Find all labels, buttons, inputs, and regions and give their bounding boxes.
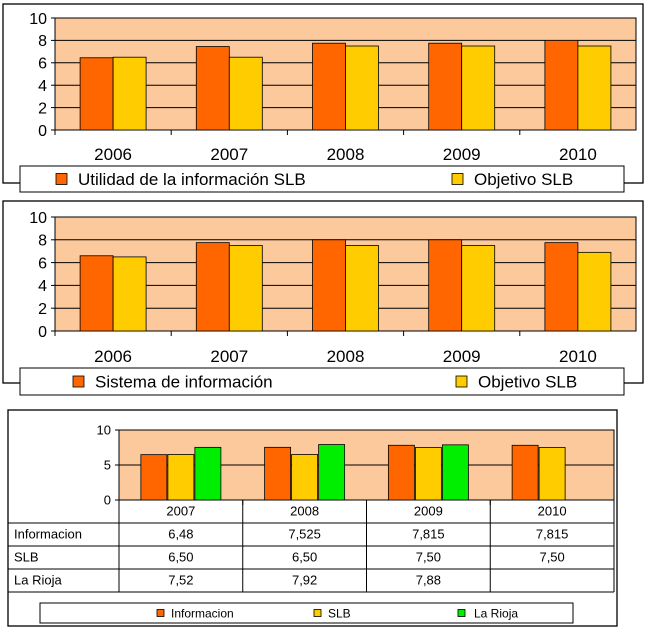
bar-objetivo-slb — [112, 256, 147, 332]
bar-sistema-de-informaci-n — [544, 242, 579, 332]
legend-label: Objetivo SLB — [474, 170, 573, 189]
legend-label: Sistema de información — [95, 373, 273, 392]
bar-objetivo-slb — [228, 56, 263, 131]
y-tick-label: 4 — [38, 78, 47, 95]
legend-label: La Rioja — [474, 606, 518, 620]
bar-objetivo-slb — [112, 56, 147, 131]
legend-swatch — [457, 609, 466, 617]
table-value-cell: 7,88 — [416, 573, 441, 588]
table-header-cell: 2008 — [290, 504, 319, 519]
y-tick-label: 8 — [38, 33, 47, 50]
table-value-cell: 6,50 — [168, 550, 193, 565]
legend-label: Informacion — [171, 606, 234, 620]
bar-slb — [167, 454, 195, 501]
table-value-cell: 7,525 — [288, 527, 321, 542]
bar-utilidad-de-la-informaci-n-slb — [544, 40, 579, 131]
legend-label: SLB — [328, 606, 351, 620]
bar-utilidad-de-la-informaci-n-slb — [79, 57, 114, 131]
table-value-cell: 7,52 — [168, 573, 193, 588]
bar-objetivo-slb — [461, 45, 496, 131]
bar-objetivo-slb — [228, 245, 263, 332]
bar-objetivo-slb — [345, 45, 379, 131]
table-row-label: La Rioja — [14, 573, 62, 588]
table-row-label: SLB — [14, 550, 39, 565]
y-tick-label: 8 — [38, 233, 47, 250]
bar-la-rioja — [194, 446, 222, 501]
y-tick-label: 6 — [38, 56, 47, 73]
y-tick-label: 0 — [38, 324, 47, 341]
bar-slb — [291, 454, 319, 501]
y-tick-label: 6 — [38, 255, 47, 272]
legend-swatch — [313, 609, 322, 617]
bar-sistema-de-informaci-n — [79, 255, 114, 332]
bar-slb — [538, 447, 566, 501]
table-header-cell: 2007 — [166, 504, 195, 519]
x-tick-label: 2006 — [94, 145, 132, 164]
bar-objetivo-slb — [577, 45, 612, 131]
chart-1: 0 2 4 6 8 10 2006 2007 2008 2009 2010 Utilidad de l… — [2, 3, 644, 193]
y-tick-label: 2 — [38, 100, 47, 117]
table-value-cell: 6,48 — [168, 527, 193, 542]
chart-3: 0 5 10 2007 2008 2009 2010 Informacion 6,48 7,525… — [7, 409, 618, 627]
legend-swatch — [55, 173, 68, 185]
chart-2: 0 2 4 6 8 10 2006 2007 2008 2009 2010 Sistema de in… — [2, 200, 644, 396]
bar-objetivo-slb — [461, 245, 496, 332]
table-value-cell: 7,815 — [536, 527, 569, 542]
x-tick-label: 2006 — [94, 347, 132, 366]
y-tick-label: 10 — [97, 423, 111, 438]
legend-box — [19, 165, 625, 193]
x-tick-label: 2008 — [327, 145, 365, 164]
x-tick-label: 2008 — [327, 347, 365, 366]
bar-sistema-de-informaci-n — [312, 239, 346, 332]
table-value-cell: 7,815 — [412, 527, 445, 542]
table-value-cell: 7,50 — [416, 550, 441, 565]
x-tick-label: 2009 — [443, 145, 481, 164]
y-tick-label: 0 — [104, 493, 111, 508]
bar-utilidad-de-la-informaci-n-slb — [312, 42, 346, 131]
table-header-cell: 2009 — [414, 504, 443, 519]
bar-informacion — [387, 444, 415, 501]
legend-label: Utilidad de la información SLB — [78, 170, 306, 189]
bar-sistema-de-informaci-n — [195, 242, 230, 332]
bar-la-rioja — [441, 444, 469, 501]
legend-label: Objetivo SLB — [478, 373, 577, 392]
legend-swatch — [72, 375, 85, 388]
bar-sistema-de-informaci-n — [428, 239, 463, 332]
table-header-cell: 2010 — [538, 504, 567, 519]
x-tick-label: 2007 — [210, 145, 248, 164]
legend-swatch — [156, 609, 165, 617]
x-tick-label: 2009 — [443, 347, 481, 366]
table-row-label: Informacion — [14, 527, 82, 542]
y-tick-label: 2 — [38, 301, 47, 318]
x-tick-label: 2010 — [559, 347, 597, 366]
table-value-cell: 6,50 — [292, 550, 317, 565]
bar-informacion — [264, 446, 292, 501]
y-tick-label: 5 — [104, 458, 111, 473]
y-tick-label: 4 — [38, 278, 47, 295]
bar-objetivo-slb — [577, 251, 612, 332]
bar-slb — [414, 447, 442, 501]
bar-objetivo-slb — [345, 245, 379, 332]
x-tick-label: 2010 — [559, 145, 597, 164]
bar-utilidad-de-la-informaci-n-slb — [195, 46, 230, 131]
bar-informacion — [140, 454, 168, 501]
y-tick-label: 0 — [38, 123, 47, 140]
bar-la-rioja — [318, 444, 346, 501]
y-tick-label: 10 — [29, 11, 47, 28]
table-value-cell: 7,92 — [292, 573, 317, 588]
x-tick-label: 2007 — [210, 347, 248, 366]
legend-box — [39, 602, 574, 624]
bar-utilidad-de-la-informaci-n-slb — [428, 42, 463, 131]
legend-swatch — [455, 375, 468, 388]
legend-swatch — [451, 173, 464, 185]
legend-box — [19, 367, 625, 396]
bar-informacion — [511, 444, 539, 501]
table-value-cell: 7,50 — [539, 550, 564, 565]
y-tick-label: 10 — [29, 210, 47, 227]
